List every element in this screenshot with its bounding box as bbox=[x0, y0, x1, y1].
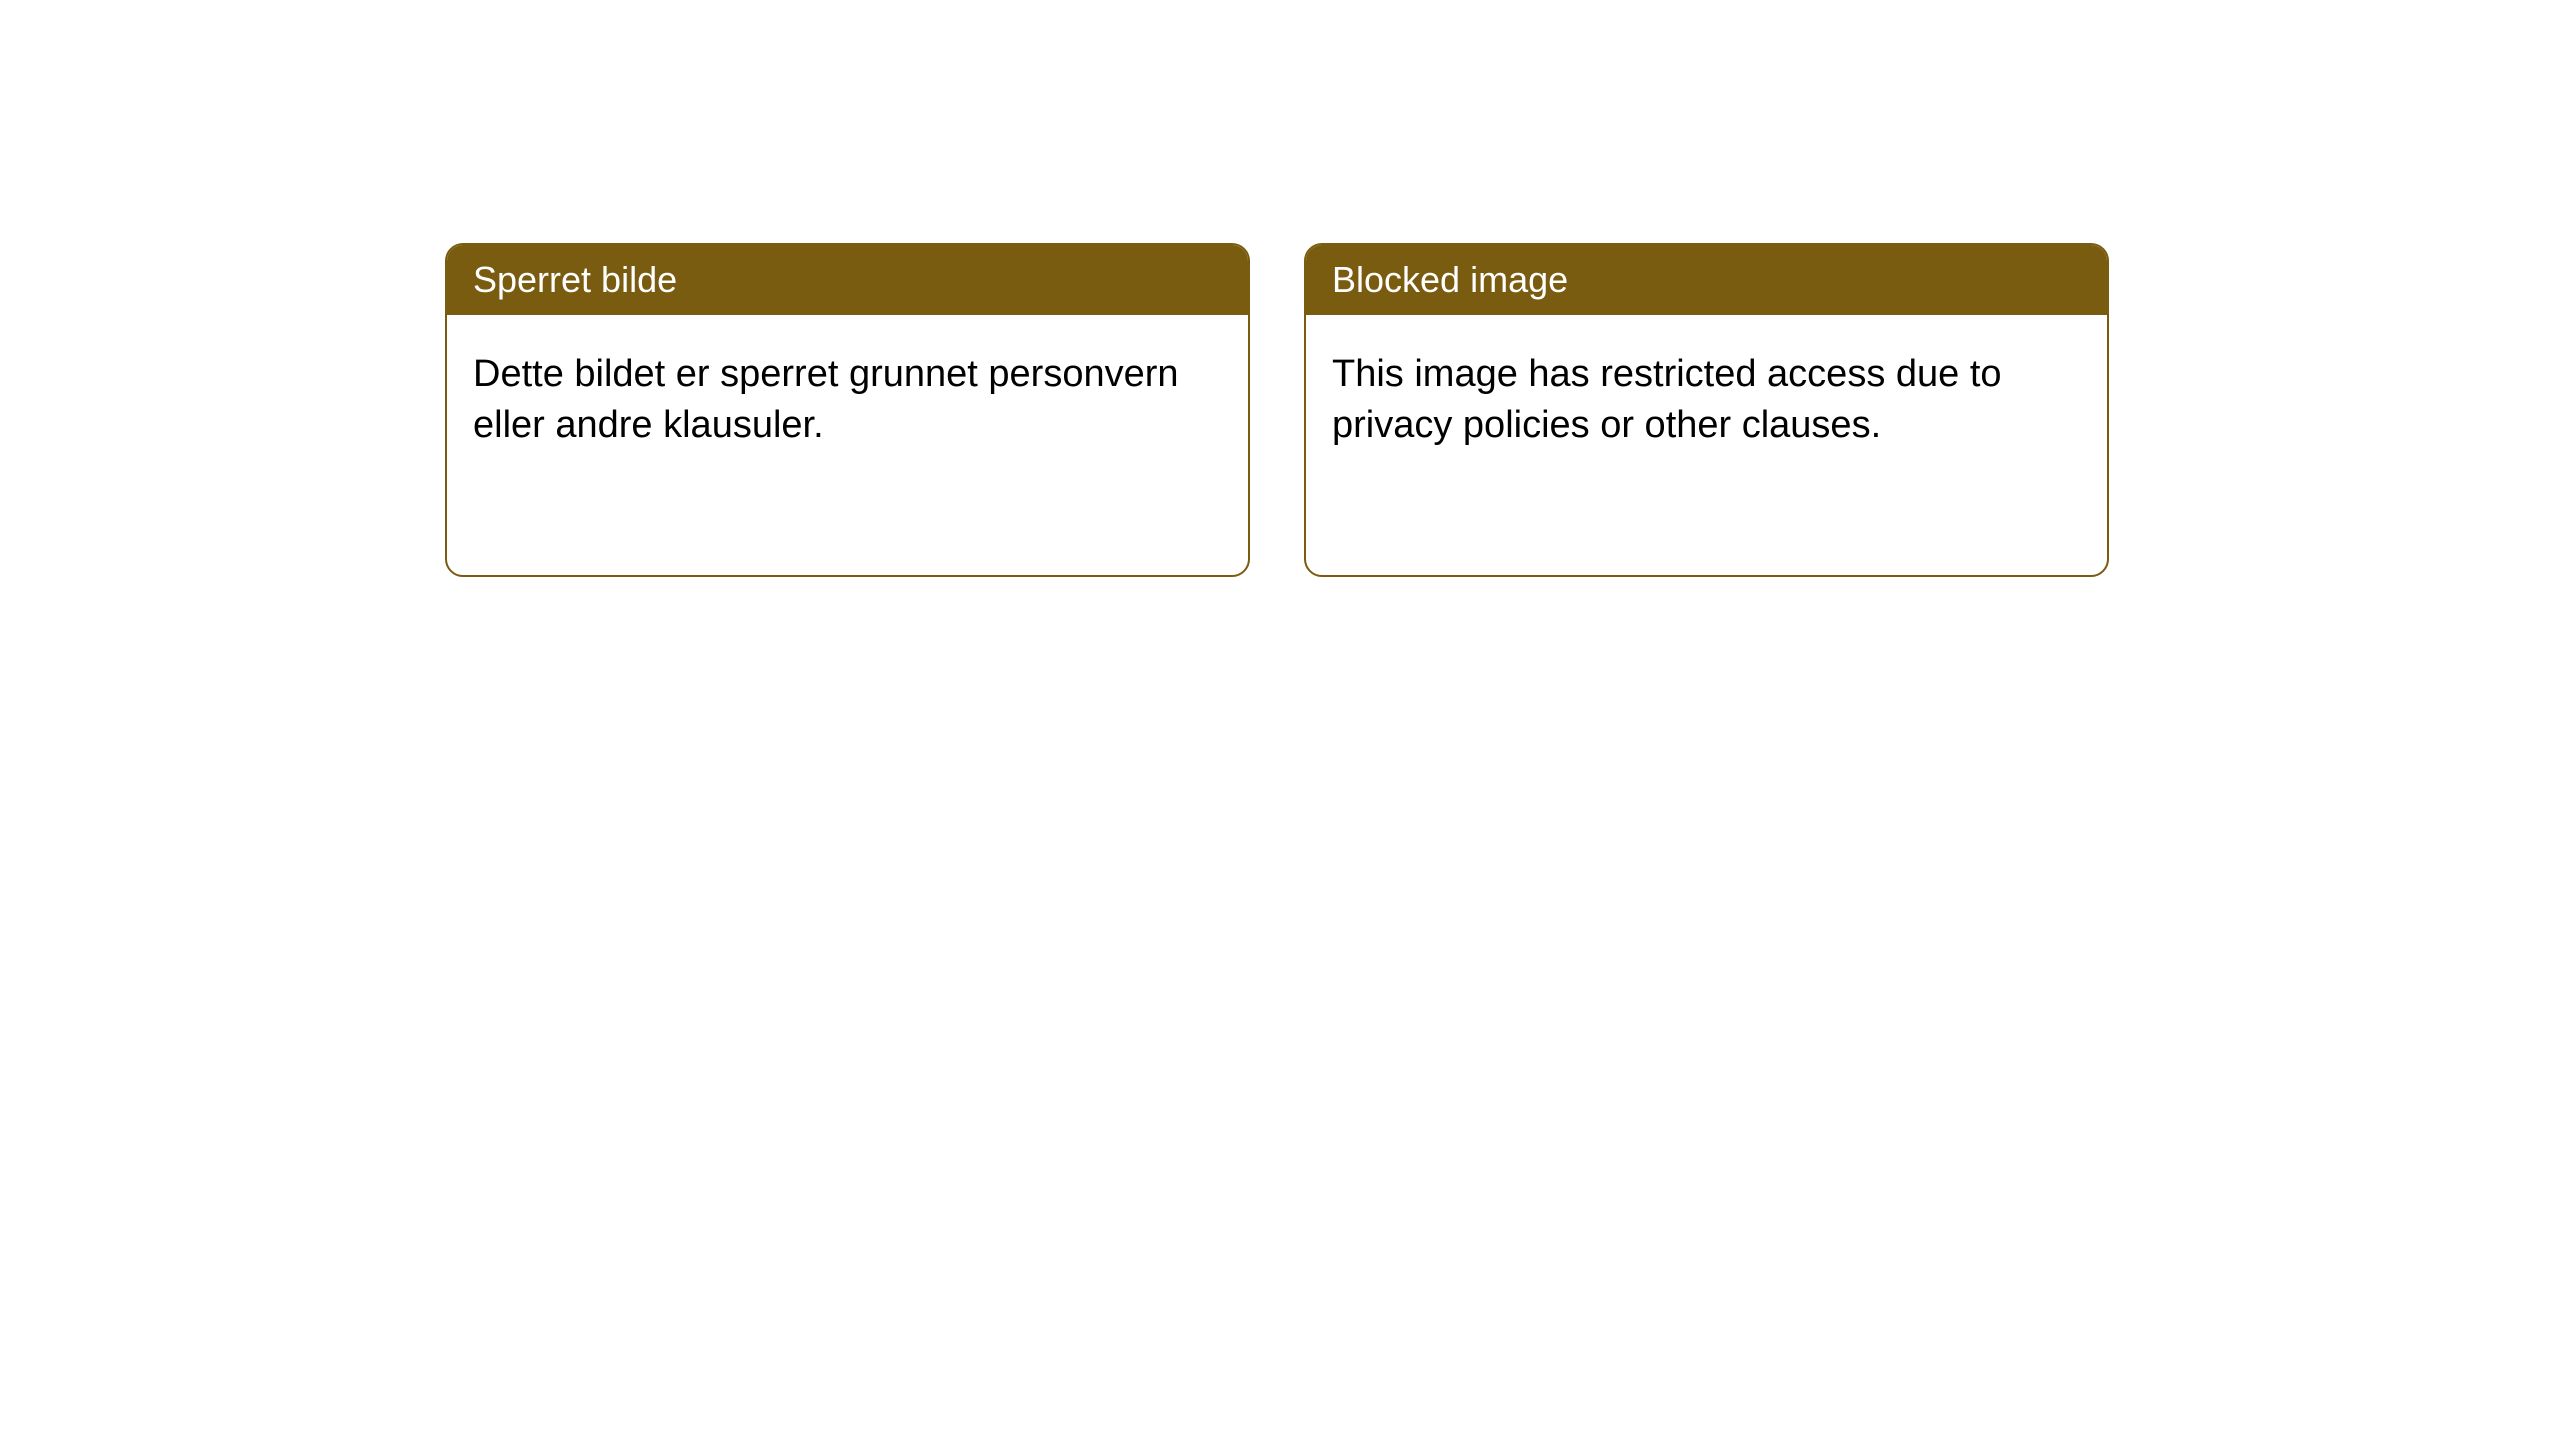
notice-title-english: Blocked image bbox=[1332, 259, 1568, 300]
notice-header-norwegian: Sperret bilde bbox=[447, 245, 1248, 315]
notice-body-norwegian: Dette bildet er sperret grunnet personve… bbox=[447, 315, 1248, 486]
notice-card-english: Blocked image This image has restricted … bbox=[1304, 243, 2109, 577]
notice-text-english: This image has restricted access due to … bbox=[1332, 353, 2002, 446]
notice-text-norwegian: Dette bildet er sperret grunnet personve… bbox=[473, 353, 1179, 446]
notice-container: Sperret bilde Dette bildet er sperret gr… bbox=[445, 243, 2109, 577]
notice-card-norwegian: Sperret bilde Dette bildet er sperret gr… bbox=[445, 243, 1250, 577]
notice-header-english: Blocked image bbox=[1306, 245, 2107, 315]
notice-title-norwegian: Sperret bilde bbox=[473, 259, 677, 300]
notice-body-english: This image has restricted access due to … bbox=[1306, 315, 2107, 486]
